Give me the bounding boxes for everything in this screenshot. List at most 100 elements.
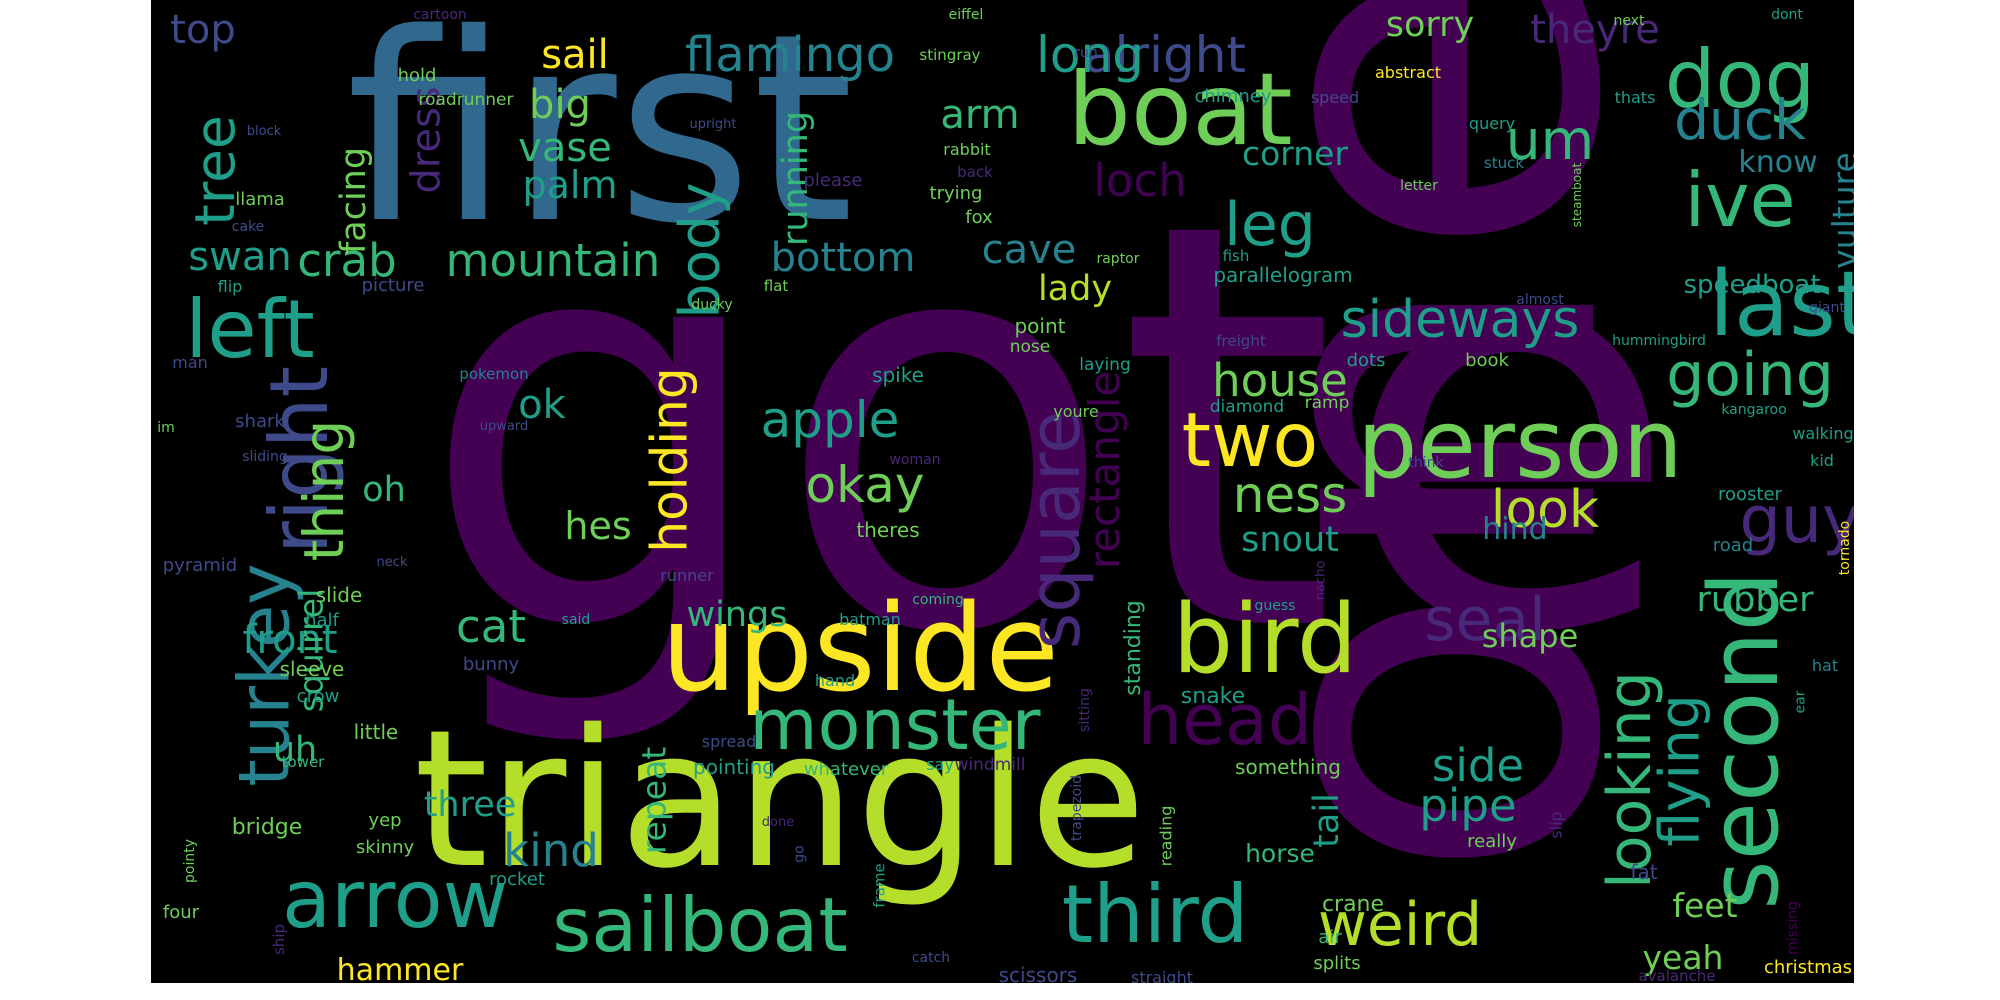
word-um: um (1505, 107, 1595, 172)
word-vase: vase (518, 125, 612, 171)
word-letter: letter (1400, 178, 1438, 194)
word-hummingbird: hummingbird (1612, 333, 1706, 349)
word-dont: dont (1771, 7, 1803, 23)
word-rooster: rooster (1718, 484, 1782, 505)
word-left: left (185, 283, 315, 376)
word-tower: tower (281, 752, 325, 771)
word-hammer: hammer (336, 953, 464, 984)
word-duck: duck (1674, 87, 1806, 152)
word-loch: loch (1093, 153, 1187, 207)
word-pokemon: pokemon (459, 364, 529, 383)
word-almost: almost (1516, 292, 1564, 308)
word-crab: crab (297, 233, 397, 287)
word-whatever: whatever (803, 759, 889, 780)
word-go: go (791, 845, 808, 863)
word-little: little (353, 720, 399, 744)
word-monster: monster (749, 684, 1041, 766)
word-frame: frame (870, 862, 889, 908)
word-reading: reading (1156, 805, 1175, 867)
word-swan: swan (188, 234, 292, 280)
word-triangle: triangle (413, 689, 1147, 910)
word-stingray: stingray (919, 45, 981, 64)
word-first: first (345, 0, 855, 281)
word-please: please (803, 170, 863, 191)
word-youre: youre (1053, 402, 1099, 421)
word-leg: leg (1224, 190, 1316, 260)
word-cloud: gote one first triangle upside boat person bird… (151, 0, 1854, 983)
word-flamingo: flamingo (685, 27, 895, 83)
word-run: run (1074, 45, 1098, 61)
word-slide: slide (315, 583, 363, 607)
word-something: something (1235, 755, 1341, 779)
word-upward: upward (479, 418, 529, 434)
word-missing: missing (1784, 901, 1801, 955)
word-runner: runner (660, 566, 714, 585)
word-crane: crane (1321, 892, 1385, 917)
word-query: query (1468, 114, 1516, 133)
word-said: said (561, 612, 591, 628)
word-abstract: abstract (1374, 63, 1442, 82)
word-point: point (1014, 314, 1066, 338)
word-skinny: skinny (355, 837, 415, 858)
word-mountain: mountain (445, 233, 661, 287)
word-cave: cave (981, 227, 1077, 273)
word-hat: hat (1811, 656, 1839, 675)
word-picture: picture (361, 275, 425, 296)
word-alright: alright (1083, 26, 1246, 84)
word-weird: weird (1317, 890, 1483, 960)
word-snake: snake (1180, 684, 1246, 709)
word-kind: kind (503, 823, 599, 877)
word-ramp: ramp (1304, 392, 1350, 413)
word-kid: kid (1810, 451, 1834, 470)
word-know: know (1738, 145, 1818, 180)
word-flying: flying (1647, 693, 1712, 847)
word-boat: boat (1067, 51, 1293, 168)
word-standing: standing (1121, 600, 1146, 696)
word-two: two (1181, 395, 1319, 484)
word-avalanche: avalanche (1638, 966, 1716, 983)
word-rocket: rocket (489, 869, 545, 890)
word-raptor: raptor (1096, 251, 1140, 267)
word-four: four (162, 902, 200, 923)
word-sideways: sideways (1340, 290, 1580, 350)
word-bird: bird (1172, 584, 1358, 695)
word-sailboat: sailboat (552, 880, 848, 969)
word-theyre: theyre (1530, 7, 1660, 53)
word-speedboat: speedboat (1683, 270, 1821, 300)
word-apple: apple (760, 391, 900, 449)
word-three: three (423, 784, 517, 825)
word-pyramid: pyramid (162, 555, 238, 576)
word-arrow: arrow (281, 853, 508, 946)
word-second: second (1689, 570, 1800, 910)
word-big: big (529, 82, 591, 128)
word-shark: shark (235, 411, 285, 432)
word-llama: llama (235, 189, 285, 210)
word-freight: freight (1216, 331, 1266, 350)
word-crow: crow (296, 686, 340, 707)
word-pipe: pipe (1419, 778, 1517, 832)
word-hind: hind (1482, 512, 1548, 547)
word-shape: shape (1481, 617, 1579, 655)
word-nacho: nacho (1313, 560, 1329, 600)
word-upside: upside (660, 580, 1060, 719)
word-nose: nose (1009, 336, 1051, 357)
word-bridge: bridge (231, 815, 303, 840)
word-air: air (1318, 927, 1342, 948)
word-parallelogram: parallelogram (1213, 263, 1353, 287)
word-sitting: sitting (1077, 688, 1093, 732)
word-straight: straight (1130, 968, 1193, 984)
word-catch: catch (911, 950, 951, 966)
word-steamboat: steamboat (1570, 162, 1584, 228)
word-palm: palm (522, 163, 618, 207)
word-book: book (1465, 350, 1509, 371)
word-next: next (1613, 13, 1645, 29)
word-pointing: pointing (693, 755, 775, 779)
word-sail: sail (541, 32, 609, 78)
word-sorry: sorry (1385, 4, 1475, 45)
word-rubber: rubber (1696, 579, 1814, 620)
word-kangaroo: kangaroo (1721, 402, 1787, 418)
word-yeah: yeah (1642, 937, 1724, 977)
word-lady: lady (1037, 268, 1113, 309)
word-going: going (1666, 340, 1834, 410)
word-feet: feet (1672, 885, 1738, 925)
